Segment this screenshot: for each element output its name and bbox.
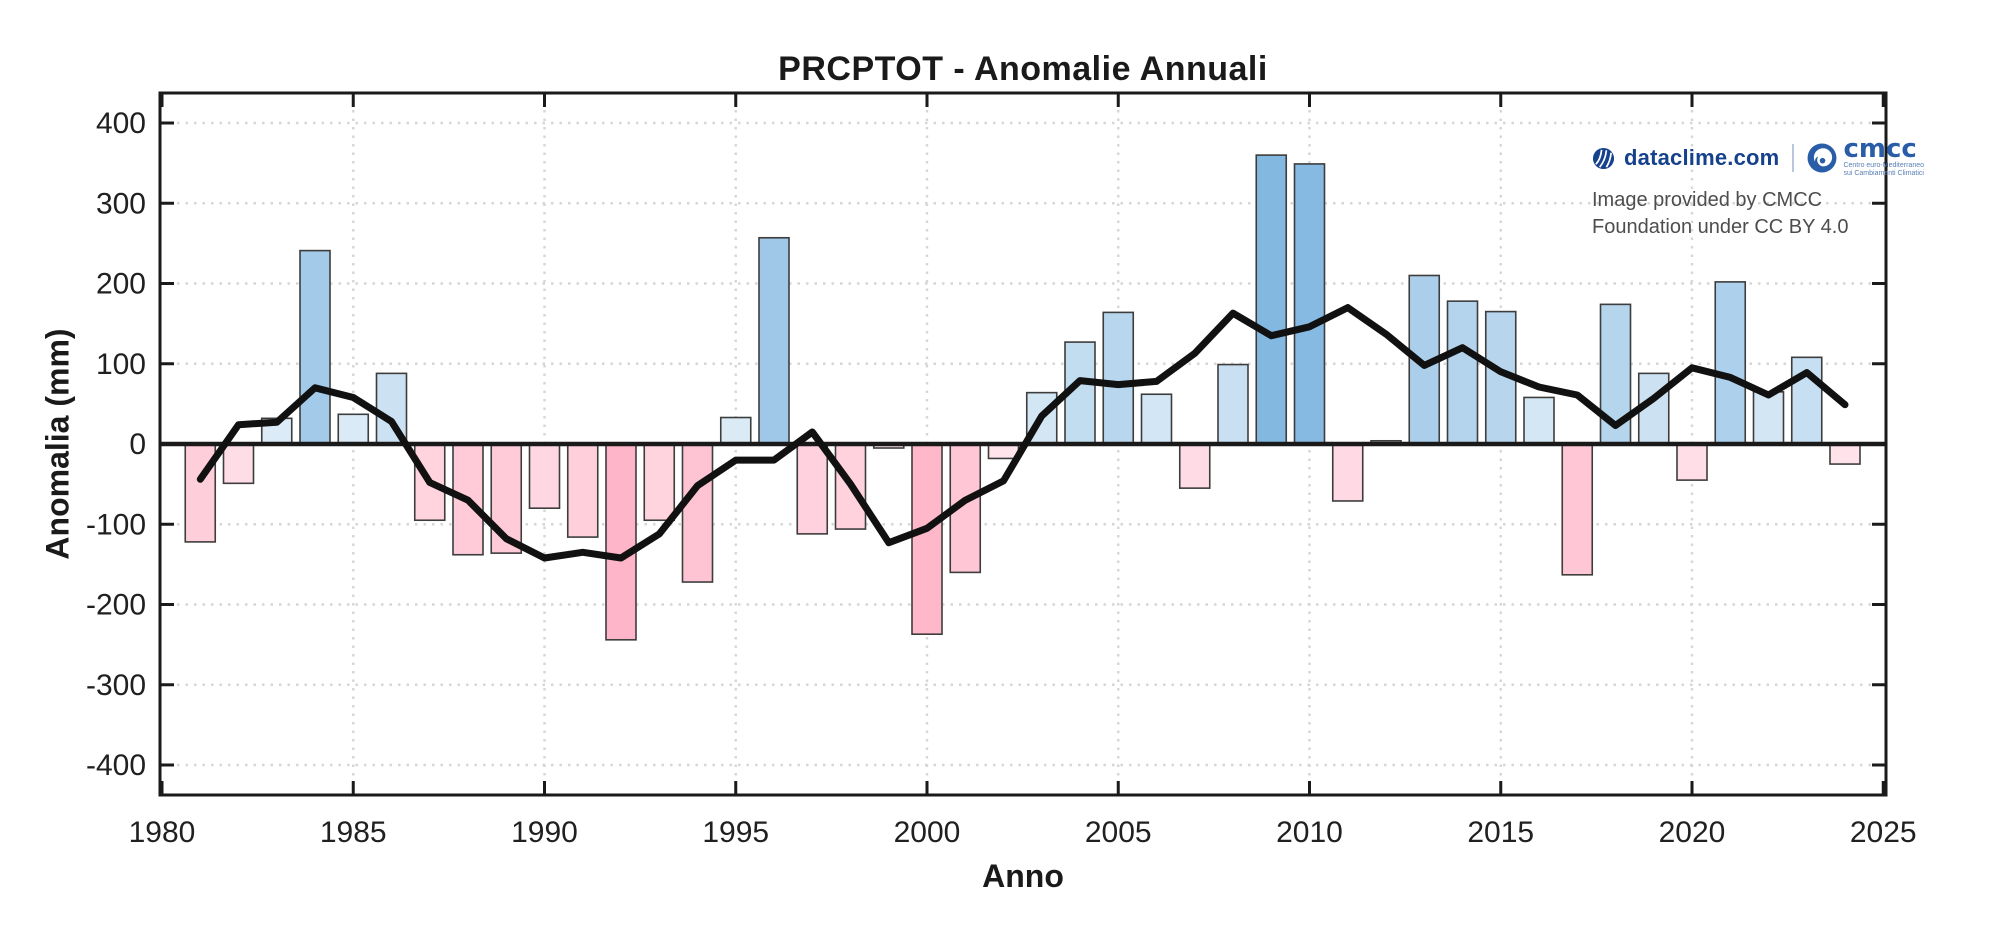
bar-1984 [299,249,331,445]
bar-2014 [1446,300,1479,445]
bar-1996 [758,236,790,445]
bar-2021 [1714,281,1747,445]
y-tick-label-100: 100 [96,348,146,381]
y-tick-label--400: -400 [86,749,146,782]
y-tick-label-300: 300 [96,187,146,220]
x-tick-label-1995: 1995 [702,816,769,849]
bar-1997 [796,443,829,535]
bar-2008 [1217,363,1249,445]
cmcc-logo: cmcc Centro euro-Mediterraneo sui Cambia… [1807,134,1924,177]
bar-1992 [605,443,637,641]
bar-1981 [184,443,217,543]
x-tick-label-1990: 1990 [511,816,578,849]
bar-2010 [1293,163,1326,445]
cmcc-logo-text: cmcc [1843,134,1917,165]
bar-1993 [643,443,676,522]
chart-title: PRCPTOT - Anomalie Annuali [778,50,1268,88]
bar-2006 [1140,393,1173,445]
branding-block: dataclime.com cmcc Centro euro-Mediterra… [1592,134,1924,241]
logo-row: dataclime.com cmcc Centro euro-Mediterra… [1592,134,1924,178]
y-tick-label--300: -300 [86,669,146,702]
x-tick-label-2000: 2000 [894,816,961,849]
x-axis-label: Anno [982,858,1064,894]
y-tick-label-0: 0 [129,428,146,461]
cmcc-wordmark-group: cmcc Centro euro-Mediterraneo sui Cambia… [1843,134,1924,177]
x-tick-label-2015: 2015 [1467,816,1534,849]
bar-2007 [1178,443,1211,489]
bar-1995 [719,416,752,445]
y-tick-label--200: -200 [86,589,146,622]
bar-2022 [1752,391,1785,445]
x-tick-label-1985: 1985 [320,816,387,849]
cmcc-tagline: Centro euro-Mediterraneo sui Cambiamenti… [1843,161,1924,177]
brand-separator [1792,144,1795,172]
dataclime-logo-text: dataclime.com [1624,145,1780,170]
cmcc-logo-icon [1807,143,1837,173]
bar-1985 [337,413,370,445]
x-tick-label-1980: 1980 [129,816,196,849]
license-credit: Image provided by CMCC Foundation under … [1592,187,1924,241]
credit-line-2: Foundation under CC BY 4.0 [1592,216,1849,238]
bar-1994 [681,443,714,583]
credit-line-1: Image provided by CMCC [1592,189,1823,211]
bar-2020 [1676,443,1708,481]
x-tick-label-2020: 2020 [1659,816,1726,849]
y-tick-label--100: -100 [86,508,146,541]
x-tick-label-2005: 2005 [1085,816,1152,849]
bar-1990 [528,443,561,509]
bar-2017 [1561,443,1594,576]
bar-2016 [1523,396,1555,445]
bar-2009 [1255,154,1288,445]
bar-2000 [911,443,943,635]
bar-2024 [1829,443,1861,465]
x-tick-label-2025: 2025 [1850,816,1917,849]
bar-1982 [222,443,255,485]
bar-2005 [1102,311,1135,445]
y-axis-label: Anomalia (mm) [39,328,76,560]
y-tick-label-400: 400 [96,107,146,140]
trend-line [196,304,1849,562]
bar-1991 [566,443,599,538]
dataclime-logo-icon [1592,147,1615,169]
y-tick-label-200: 200 [96,268,146,301]
bar-2011 [1331,443,1364,502]
x-tick-label-2010: 2010 [1276,816,1343,849]
